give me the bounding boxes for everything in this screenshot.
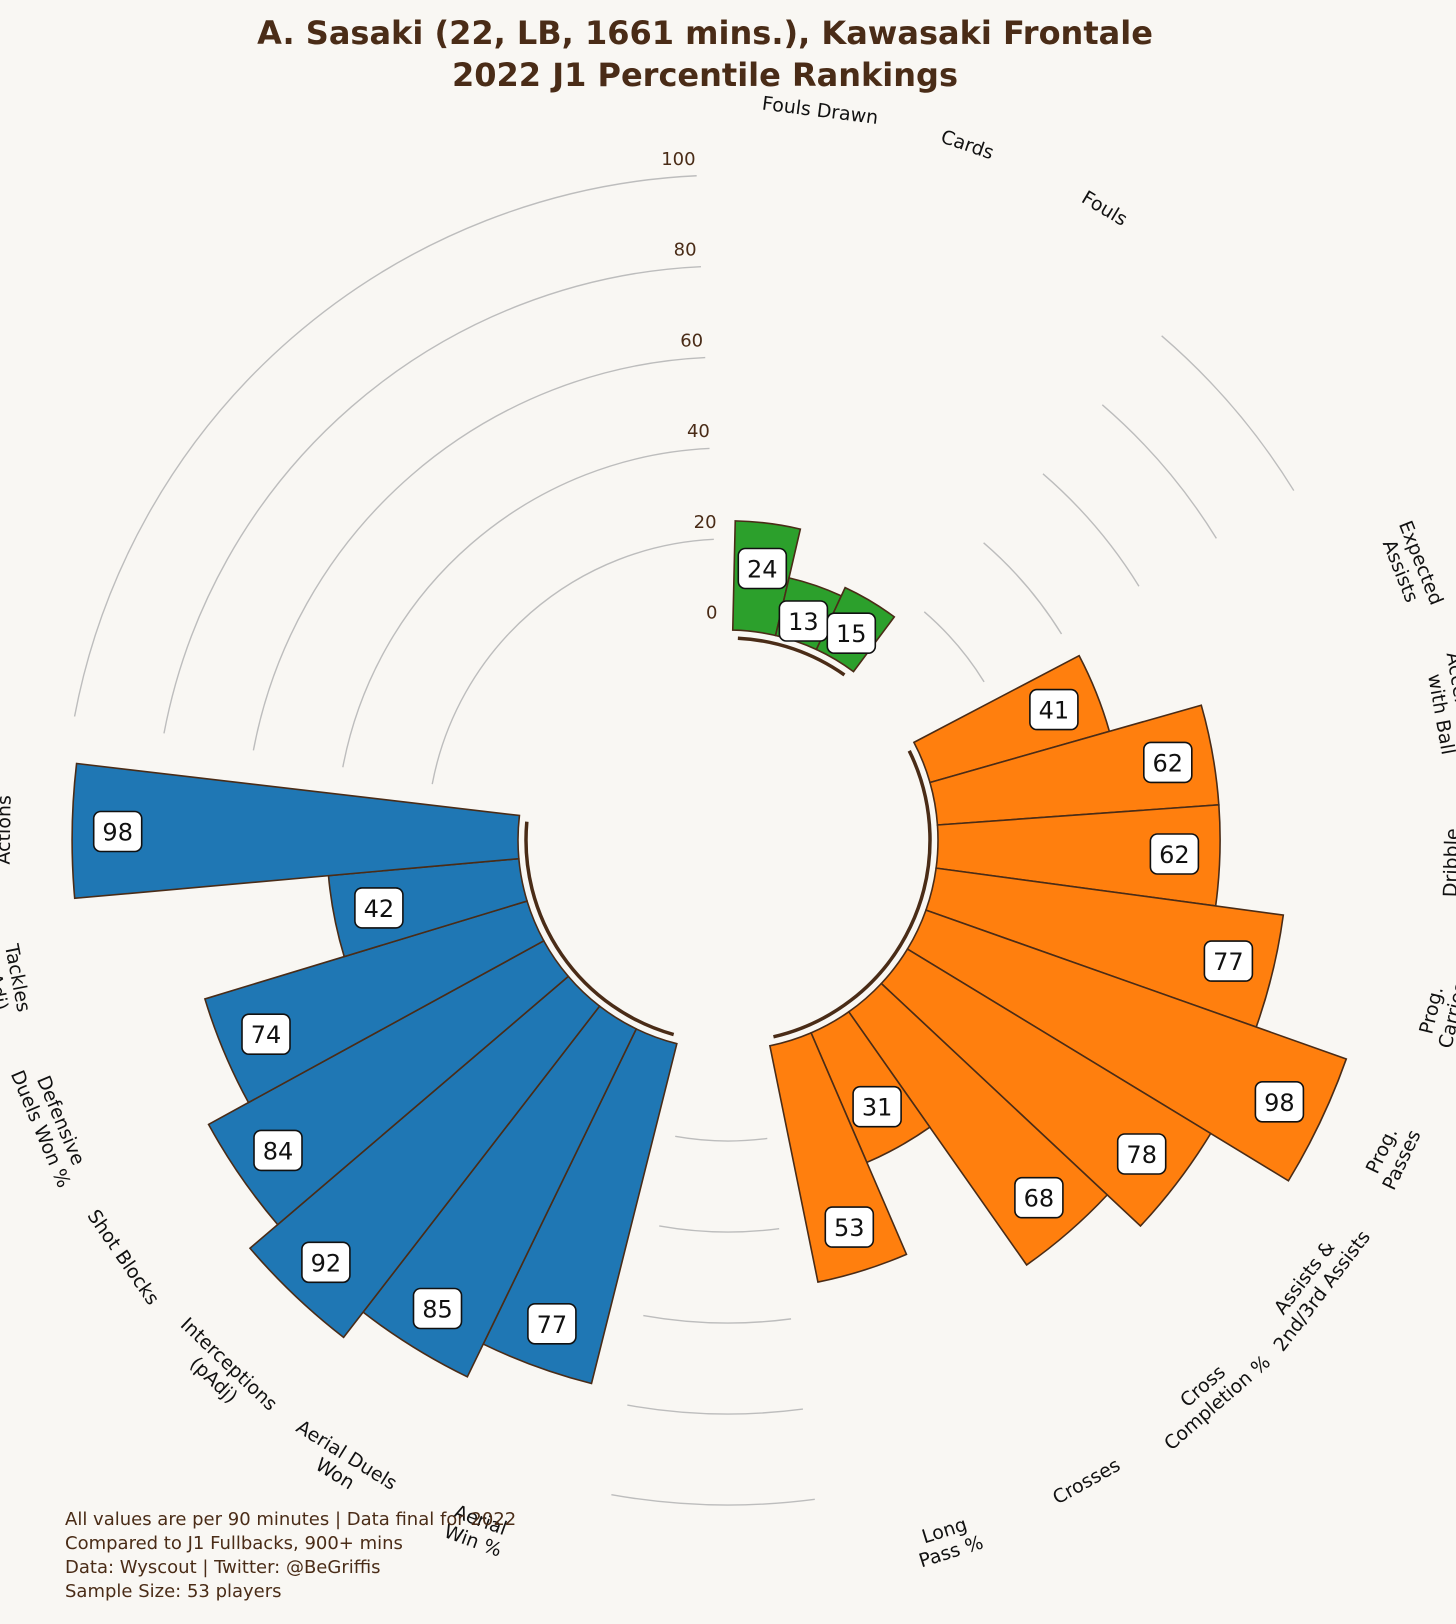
grid-arc-80-gap-1 (627, 1404, 804, 1415)
rtick-20: 20 (694, 512, 717, 533)
category-label-18: DefensiveActions (0, 782, 16, 877)
grid-arcs (73, 175, 1295, 1506)
group-arc-defending (524, 821, 675, 1037)
category-label-13: Aerial DuelsWon (281, 1416, 401, 1513)
svg-text:62: 62 (1153, 749, 1184, 777)
category-label-3: ExpectedAssists (1374, 518, 1448, 617)
value-label-15: 84 (253, 1129, 303, 1172)
bar-13 (361, 1005, 638, 1378)
grid-arc-20-gap-1 (675, 1135, 768, 1142)
value-label-17: 42 (354, 887, 404, 929)
svg-text:98: 98 (102, 819, 133, 847)
rtick-60: 60 (680, 330, 703, 351)
grid-arc-60-gap-1 (643, 1314, 792, 1324)
rtick-40: 40 (687, 421, 710, 442)
svg-text:53: 53 (834, 1214, 865, 1242)
category-label-5: DribbleSucces % (1439, 817, 1456, 909)
category-label-8: Assists &2nd/3rd Assists (1252, 1213, 1375, 1356)
category-label-16: DefensiveDuels Won % (6, 1059, 95, 1191)
svg-text:42: 42 (364, 895, 395, 923)
svg-text:24: 24 (747, 556, 778, 584)
bar-7 (906, 909, 1348, 1182)
footer-line-1: Compared to J1 Fullbacks, 900+ mins (65, 1533, 403, 1554)
grid-arc-60-gap-2 (252, 356, 706, 751)
value-label-1: 13 (778, 600, 829, 642)
category-label-7: Prog.Passes (1358, 1117, 1425, 1193)
svg-text:41: 41 (1039, 697, 1070, 725)
category-label-17: Tackles(pAdj) (0, 941, 35, 1018)
grid-arc-60-gap-0 (1042, 473, 1140, 587)
group-arc-attacking (773, 750, 932, 1039)
radial-tick-labels: 0 20 40 60 80 100 (661, 149, 717, 624)
value-label-12: 77 (527, 1303, 577, 1345)
category-label-6: Prog.Carries (1413, 975, 1456, 1051)
svg-text:77: 77 (1213, 948, 1244, 976)
svg-text:84: 84 (263, 1137, 294, 1165)
rtick-0: 0 (706, 603, 717, 624)
bar-16 (203, 900, 545, 1104)
grid-arc-20-gap-0 (923, 611, 985, 683)
grid-arc-20-gap-2 (431, 538, 714, 785)
svg-text:15: 15 (836, 620, 867, 648)
grid-arc-40-gap-0 (983, 542, 1063, 635)
bar-18 (71, 762, 521, 900)
category-label-4: Accelerationwith Ball (1420, 650, 1456, 774)
footer-line-2: Data: Wyscout | Twitter: @BeGriffis (65, 1557, 381, 1578)
category-label-11: LongPass % (910, 1511, 986, 1573)
grid-arc-100-gap-2 (73, 175, 697, 717)
value-label-16: 74 (241, 1013, 291, 1056)
group-arc-discipline (737, 636, 846, 677)
grid-arc-40-gap-2 (342, 447, 710, 768)
bars: 24 13 15 41 62 62 77 98 78 68 31 53 77 85 92 84 74 42 98 (71, 520, 1348, 1385)
chart-title: A. Sasaki (22, LB, 1661 mins.), Kawasaki… (257, 14, 1153, 52)
value-label-10: 31 (852, 1085, 902, 1128)
category-label-2: Fouls (1078, 187, 1131, 231)
value-label-4: 62 (1143, 741, 1193, 784)
rtick-100: 100 (661, 149, 695, 170)
grid-arc-100-gap-0 (1161, 335, 1295, 491)
group-inner-arcs (524, 636, 932, 1039)
svg-text:85: 85 (422, 1296, 453, 1324)
category-label-9: CrossCompletion % (1146, 1334, 1275, 1454)
svg-text:62: 62 (1159, 841, 1190, 869)
value-label-8: 78 (1116, 1133, 1167, 1175)
value-label-13: 85 (412, 1287, 463, 1330)
value-label-2: 15 (826, 612, 877, 655)
svg-text:13: 13 (788, 608, 819, 636)
value-label-11: 53 (824, 1206, 875, 1248)
grid-arc-80-gap-0 (1101, 404, 1217, 539)
value-label-3: 41 (1029, 688, 1079, 731)
svg-text:78: 78 (1126, 1141, 1157, 1169)
svg-text:92: 92 (311, 1249, 342, 1277)
svg-text:31: 31 (862, 1094, 893, 1122)
category-label-1: Cards (938, 126, 997, 164)
value-label-5: 62 (1149, 833, 1200, 875)
grid-arc-100-gap-1 (611, 1494, 815, 1506)
category-label-10: Crosses (1049, 1454, 1124, 1509)
svg-text:98: 98 (1264, 1089, 1295, 1117)
footer-notes: All values are per 90 minutes | Data fin… (65, 1509, 516, 1602)
category-label-0: Fouls Drawn (761, 93, 880, 129)
svg-text:68: 68 (1024, 1185, 1055, 1213)
footer-line-3: Sample Size: 53 players (65, 1581, 282, 1602)
value-label-6: 77 (1203, 940, 1254, 982)
value-label-9: 68 (1014, 1176, 1064, 1219)
chart-subtitle: 2022 J1 Percentile Rankings (452, 56, 958, 94)
value-label-18: 98 (92, 810, 143, 853)
svg-text:74: 74 (251, 1021, 282, 1049)
footer-line-0: All values are per 90 minutes | Data fin… (65, 1509, 516, 1530)
value-label-0: 24 (737, 547, 788, 590)
category-label-15: Shot Blocks (83, 1206, 164, 1309)
rtick-80: 80 (674, 240, 697, 261)
grid-arc-80-gap-2 (163, 265, 701, 734)
value-label-7: 98 (1254, 1081, 1305, 1123)
grid-arc-40-gap-1 (659, 1225, 780, 1233)
svg-text:77: 77 (537, 1311, 568, 1339)
category-label-14: Interceptions(pAdj) (161, 1313, 282, 1431)
value-label-14: 92 (301, 1241, 351, 1284)
